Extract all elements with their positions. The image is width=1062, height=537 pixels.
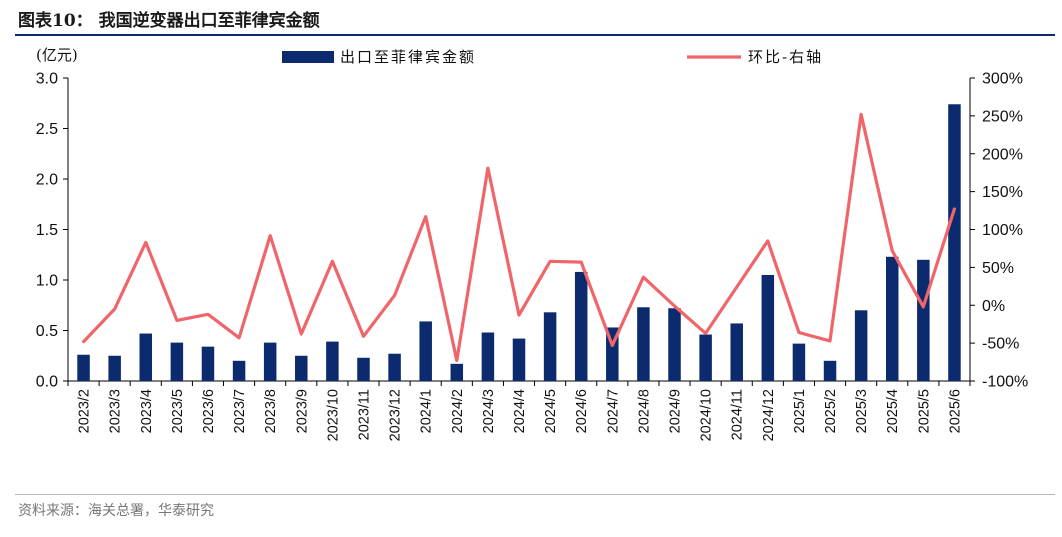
- bar: [139, 333, 153, 381]
- source-note: 资料来源：海关总署，华泰研究: [18, 503, 214, 519]
- y-left-tick-label: 3.0: [36, 71, 58, 88]
- bar: [357, 357, 370, 381]
- bar: [388, 353, 401, 381]
- y-right-tick-label: 300%: [982, 71, 1023, 88]
- chart-title: 图表10： 我国逆变器出口至菲律宾金额: [18, 11, 320, 31]
- y-left-tick-label: 1.5: [36, 222, 58, 239]
- x-tick-label: 2025/4: [885, 389, 901, 433]
- bar: [295, 355, 308, 381]
- bar: [108, 355, 121, 381]
- y-right-tick-label: 200%: [982, 146, 1023, 163]
- x-tick-label: 2025/1: [792, 389, 808, 433]
- source-divider: [15, 494, 1055, 495]
- y-right-tick-label: -100%: [982, 374, 1028, 391]
- bar: [419, 321, 432, 381]
- x-tick-label: 2025/5: [916, 389, 932, 433]
- y-right-tick-label: 50%: [982, 260, 1014, 277]
- bar: [854, 310, 868, 381]
- x-tick-label: 2024/6: [574, 389, 590, 433]
- legend-label-line: 环比-右轴: [748, 48, 823, 66]
- x-tick-label: 2023/7: [232, 389, 248, 433]
- bar: [792, 343, 806, 381]
- line-series-mom: [81, 112, 957, 363]
- bar: [232, 360, 246, 381]
- bar: [170, 342, 184, 381]
- x-tick-label: 2023/4: [139, 389, 155, 433]
- bar: [450, 363, 464, 381]
- legend-label-bar: 出口至菲律宾金额: [340, 48, 476, 66]
- x-tick-label: 2024/10: [699, 389, 715, 441]
- bar: [326, 341, 339, 381]
- x-tick-label: 2024/9: [668, 389, 684, 433]
- y-right-tick-label: 250%: [982, 108, 1023, 125]
- x-tick-label: 2024/7: [605, 389, 621, 433]
- y-left-unit-label: (亿元): [36, 46, 78, 64]
- y-right-tick-label: 150%: [982, 184, 1023, 201]
- bar: [730, 323, 743, 381]
- x-tick-label: 2023/6: [201, 389, 217, 433]
- x-tick-label: 2024/11: [730, 389, 746, 440]
- x-tick-label: 2024/5: [543, 389, 559, 433]
- x-tick-label: 2024/8: [636, 389, 652, 433]
- bar: [543, 312, 557, 381]
- bar: [201, 346, 215, 381]
- x-tick-label: 2025/2: [823, 389, 839, 433]
- y-right-tick-label: 100%: [982, 222, 1023, 239]
- bar: [481, 332, 495, 381]
- bar: [574, 271, 588, 381]
- x-tick-label: 2023/12: [388, 389, 404, 441]
- y-right-tick-label: -50%: [982, 336, 1019, 353]
- y-left-tick-label: 2.5: [36, 121, 58, 138]
- y-right-tick-label: 0%: [982, 298, 1005, 315]
- legend-swatch-bar: [282, 51, 334, 63]
- bar: [637, 307, 650, 381]
- bar: [761, 274, 775, 381]
- y-left-tick-label: 2.0: [36, 172, 58, 189]
- x-tick-label: 2024/4: [512, 389, 528, 433]
- x-tick-label: 2023/2: [77, 389, 93, 433]
- bar: [512, 338, 526, 381]
- x-tick-label: 2025/6: [947, 389, 963, 433]
- x-tick-label: 2023/3: [108, 389, 124, 433]
- bar: [668, 308, 681, 381]
- x-tick-label: 2023/11: [356, 389, 372, 440]
- x-tick-label: 2023/10: [325, 389, 341, 441]
- x-tick-label: 2024/12: [761, 389, 777, 441]
- y-left-tick-label: 1.0: [36, 273, 58, 290]
- bar: [263, 342, 277, 381]
- title-divider: [15, 34, 1055, 36]
- x-tick-label: 2023/9: [294, 389, 310, 433]
- x-tick-label: 2024/2: [450, 389, 466, 433]
- x-tick-label: 2025/3: [854, 389, 870, 433]
- bar: [823, 360, 837, 381]
- y-left-tick-label: 0.5: [36, 323, 58, 340]
- bar: [917, 259, 930, 381]
- bar: [77, 354, 90, 381]
- x-tick-label: 2024/3: [481, 389, 497, 433]
- x-tick-label: 2023/8: [263, 389, 279, 433]
- x-tick-label: 2023/5: [170, 389, 186, 433]
- bar: [699, 334, 712, 381]
- bar: [885, 256, 899, 381]
- x-tick-label: 2024/1: [419, 389, 435, 433]
- y-left-tick-label: 0.0: [36, 374, 58, 391]
- bar: [948, 104, 961, 381]
